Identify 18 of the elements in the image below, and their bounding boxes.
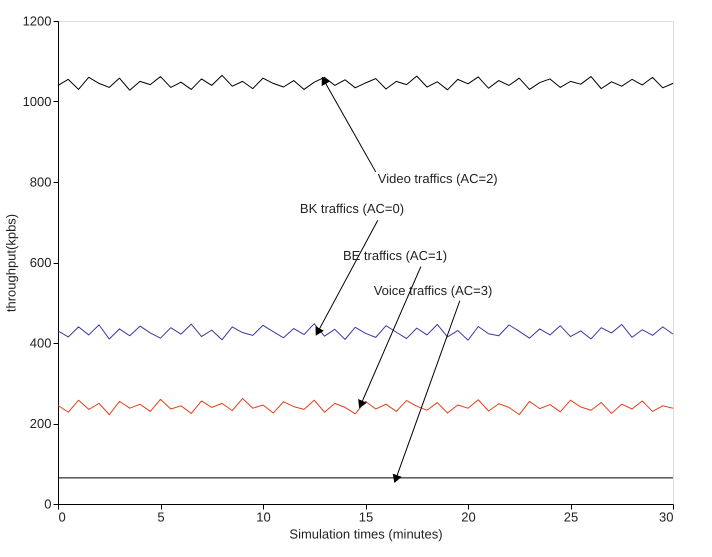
y-tick-label: 200 (30, 416, 52, 431)
annotation: BK traffics (AC=0) (300, 200, 404, 216)
x-tick-label: 10 (256, 510, 271, 524)
x-tick-label: 20 (461, 510, 476, 524)
x-tick-label: 25 (564, 510, 578, 524)
x-axis-title: Simulation times (minutes) (289, 526, 443, 542)
y-tick-label: 600 (30, 255, 52, 270)
x-tick-label: 0 (58, 510, 66, 524)
annotation: Video traffics (AC=2) (378, 171, 498, 186)
y-axis-title: throughput(kpbs) (4, 214, 19, 312)
x-tick-label: 5 (157, 510, 165, 524)
y-tick-label: 400 (30, 336, 52, 350)
y-tick-label: 0 (44, 496, 52, 512)
x-tick-label: 30 (659, 510, 674, 524)
x-tick-label: 15 (358, 510, 374, 524)
y-tick-label: 800 (30, 174, 52, 190)
y-tick-label: 1000 (22, 94, 52, 109)
y-tick-label: 1200 (22, 14, 52, 28)
